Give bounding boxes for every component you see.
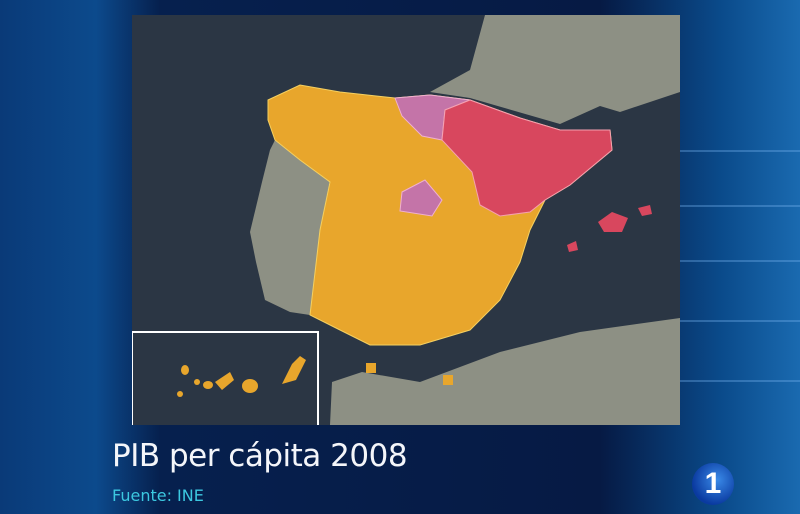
background-streak: [600, 320, 800, 322]
region-madrid: [399, 179, 443, 217]
portugal-land: [250, 140, 330, 315]
background-streak: [600, 380, 800, 382]
balearic-islands: [567, 241, 578, 252]
balearic-islands: [598, 212, 628, 232]
caption-title: PIB per cápita 2008: [112, 438, 408, 474]
spain-gdp-map: [132, 15, 680, 425]
balearic-islands: [638, 205, 652, 216]
france-land: [390, 15, 680, 124]
africa-land: [330, 318, 680, 425]
background-streak: [600, 205, 800, 207]
background-streak: [600, 260, 800, 262]
canary-islands-inset: [132, 331, 319, 425]
caption-source: Fuente: INE: [112, 486, 204, 505]
ceuta: [366, 363, 376, 373]
region-aragon-catalonia: [441, 99, 613, 217]
background-streak: [600, 150, 800, 152]
melilla: [443, 375, 453, 385]
channel-logo: 1: [692, 463, 734, 505]
